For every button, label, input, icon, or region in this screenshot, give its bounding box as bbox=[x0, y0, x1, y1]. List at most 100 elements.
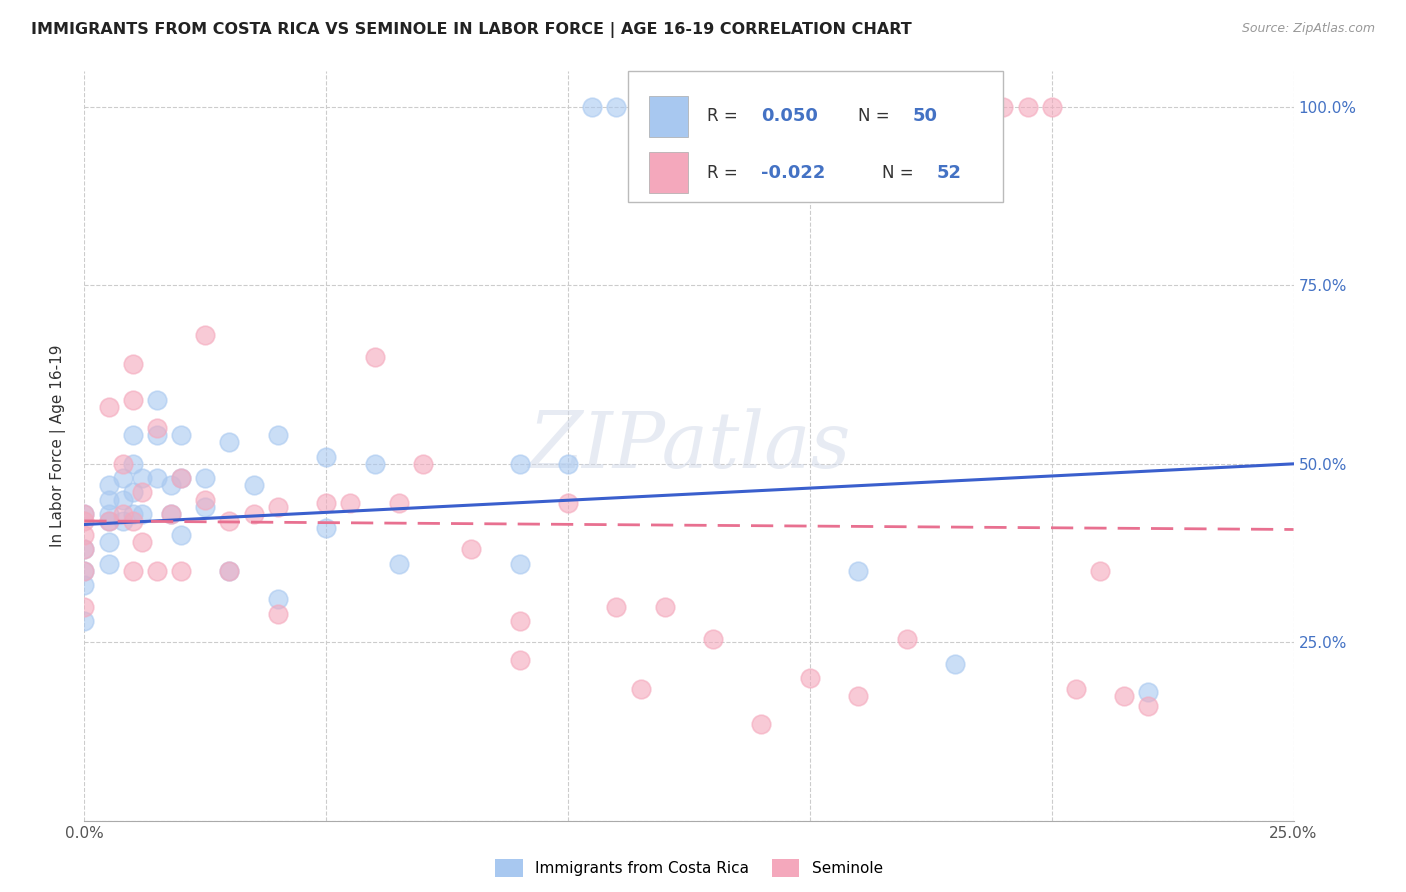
Point bbox=[160, 507, 183, 521]
Point bbox=[121, 564, 143, 578]
Point bbox=[460, 542, 482, 557]
Point bbox=[97, 514, 120, 528]
Point bbox=[267, 500, 290, 514]
Point bbox=[73, 514, 96, 528]
Point bbox=[73, 564, 96, 578]
Point bbox=[73, 528, 96, 542]
Point bbox=[509, 557, 531, 571]
Point bbox=[170, 471, 193, 485]
Point bbox=[121, 392, 143, 407]
Point bbox=[170, 528, 193, 542]
Point bbox=[97, 478, 120, 492]
Point bbox=[557, 457, 579, 471]
Point bbox=[73, 614, 96, 628]
Point bbox=[267, 592, 290, 607]
Y-axis label: In Labor Force | Age 16-19: In Labor Force | Age 16-19 bbox=[49, 344, 66, 548]
Text: IMMIGRANTS FROM COSTA RICA VS SEMINOLE IN LABOR FORCE | AGE 16-19 CORRELATION CH: IMMIGRANTS FROM COSTA RICA VS SEMINOLE I… bbox=[31, 22, 911, 38]
Point bbox=[630, 681, 652, 696]
Point bbox=[605, 100, 627, 114]
FancyBboxPatch shape bbox=[628, 71, 1004, 202]
Point bbox=[112, 471, 135, 485]
Point bbox=[509, 614, 531, 628]
Point bbox=[131, 485, 153, 500]
Text: 52: 52 bbox=[936, 163, 962, 181]
Point bbox=[160, 478, 183, 492]
Point bbox=[363, 350, 385, 364]
Point bbox=[412, 457, 434, 471]
Point bbox=[73, 578, 96, 592]
Text: ZIPatlas: ZIPatlas bbox=[527, 408, 851, 484]
Point bbox=[702, 632, 724, 646]
Point bbox=[146, 428, 169, 442]
Point bbox=[97, 492, 120, 507]
Point bbox=[97, 514, 120, 528]
Point bbox=[242, 478, 264, 492]
Point bbox=[194, 500, 217, 514]
Point bbox=[121, 357, 143, 371]
Point bbox=[73, 599, 96, 614]
Point bbox=[194, 328, 217, 343]
Point bbox=[112, 507, 135, 521]
Point bbox=[112, 514, 135, 528]
Point bbox=[218, 514, 240, 528]
Point bbox=[799, 671, 821, 685]
Point bbox=[146, 564, 169, 578]
Point bbox=[1088, 564, 1111, 578]
Point bbox=[131, 535, 153, 549]
Point bbox=[896, 632, 918, 646]
Point bbox=[73, 542, 96, 557]
Point bbox=[112, 492, 135, 507]
Point bbox=[121, 457, 143, 471]
Text: R =: R = bbox=[707, 107, 744, 125]
Point bbox=[605, 599, 627, 614]
Point bbox=[73, 507, 96, 521]
Point bbox=[388, 496, 411, 510]
Point bbox=[97, 535, 120, 549]
Point bbox=[121, 507, 143, 521]
Point bbox=[267, 428, 290, 442]
Point bbox=[509, 457, 531, 471]
Point bbox=[131, 471, 153, 485]
Point bbox=[654, 599, 676, 614]
Point bbox=[993, 100, 1015, 114]
Point bbox=[146, 421, 169, 435]
Point bbox=[846, 564, 869, 578]
Text: Source: ZipAtlas.com: Source: ZipAtlas.com bbox=[1241, 22, 1375, 36]
Point bbox=[97, 507, 120, 521]
Point bbox=[267, 607, 290, 621]
Point bbox=[1040, 100, 1063, 114]
Point bbox=[194, 492, 217, 507]
Point bbox=[557, 496, 579, 510]
Point bbox=[73, 542, 96, 557]
Point bbox=[131, 507, 153, 521]
Text: 0.050: 0.050 bbox=[762, 107, 818, 125]
Point bbox=[73, 564, 96, 578]
Point bbox=[218, 564, 240, 578]
Point bbox=[846, 689, 869, 703]
Point bbox=[388, 557, 411, 571]
Legend: Immigrants from Costa Rica, Seminole: Immigrants from Costa Rica, Seminole bbox=[495, 859, 883, 877]
FancyBboxPatch shape bbox=[650, 95, 688, 137]
Text: -0.022: -0.022 bbox=[762, 163, 825, 181]
Point bbox=[97, 400, 120, 414]
Point bbox=[121, 428, 143, 442]
Point bbox=[194, 471, 217, 485]
Point bbox=[1017, 100, 1039, 114]
Point bbox=[160, 507, 183, 521]
Point bbox=[97, 557, 120, 571]
Point bbox=[170, 471, 193, 485]
Point bbox=[315, 450, 337, 464]
Point bbox=[702, 100, 724, 114]
Point bbox=[170, 428, 193, 442]
FancyBboxPatch shape bbox=[650, 152, 688, 193]
Text: N =: N = bbox=[883, 163, 920, 181]
Point bbox=[218, 435, 240, 450]
Point bbox=[581, 100, 603, 114]
Point bbox=[121, 485, 143, 500]
Point bbox=[1137, 685, 1160, 699]
Point bbox=[315, 521, 337, 535]
Point bbox=[943, 657, 966, 671]
Point bbox=[1137, 699, 1160, 714]
Point bbox=[218, 564, 240, 578]
Point bbox=[1064, 681, 1087, 696]
